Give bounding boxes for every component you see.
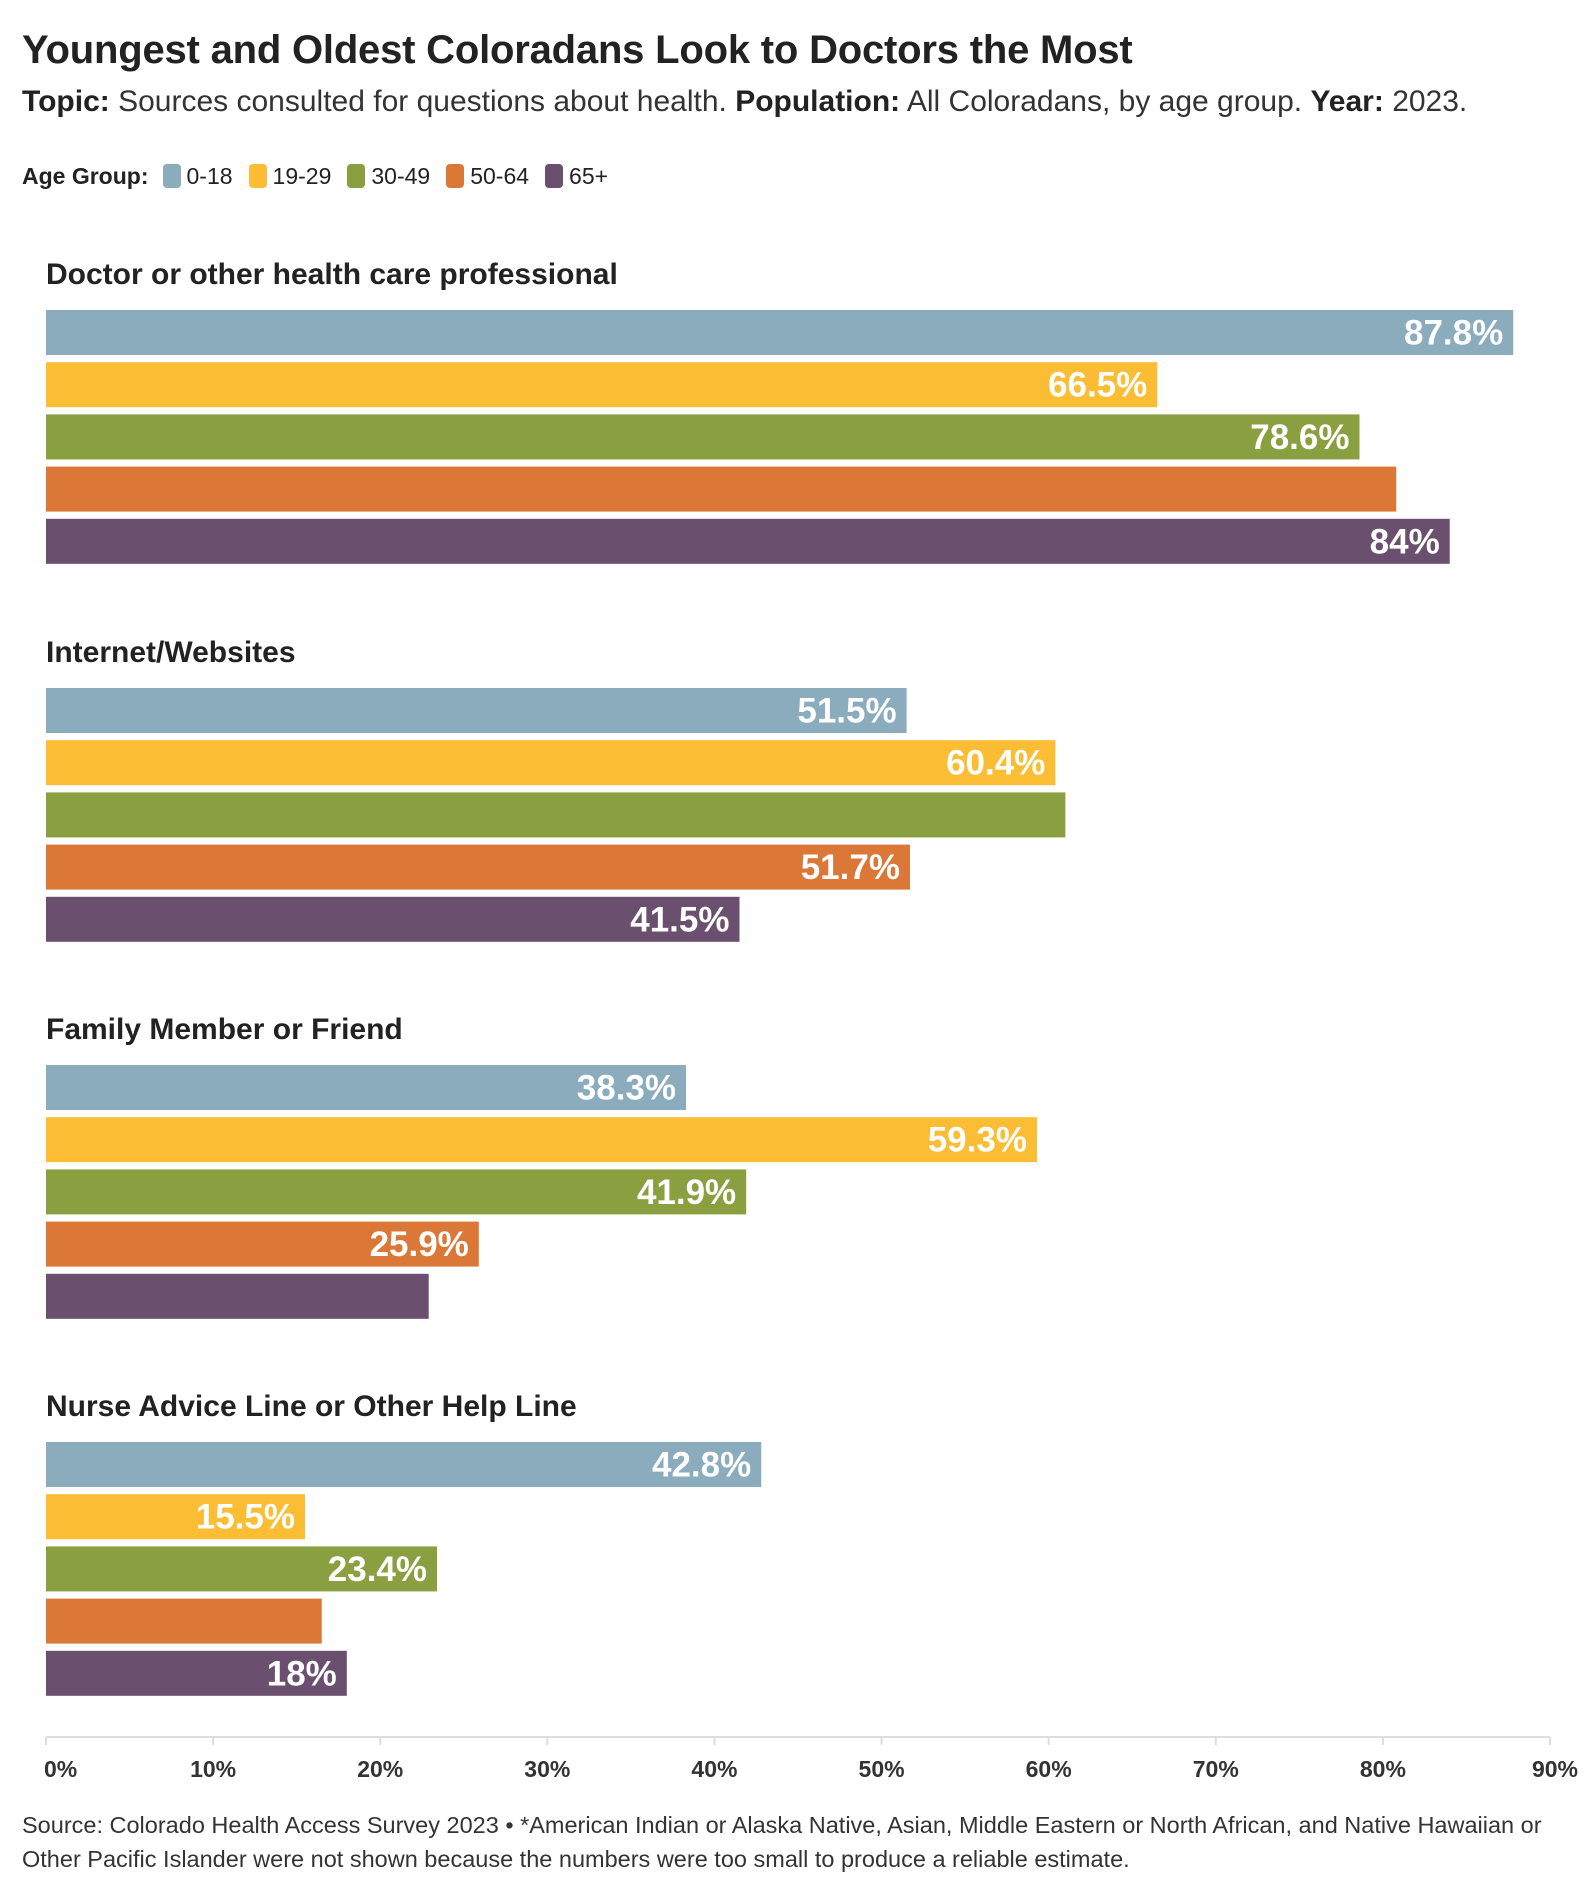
- bar-nurse-advice-line-or-other-help-line-19-29[interactable]: [46, 1494, 306, 1540]
- bar-nurse-advice-line-or-other-help-line-65[interactable]: [46, 1650, 347, 1696]
- bar-value-label: 42.8%: [652, 1446, 751, 1485]
- bar-value-label: 38.3%: [577, 1069, 676, 1108]
- bar-internet-websites-30-49[interactable]: [46, 792, 1066, 838]
- bar-value-label: 66.5%: [1048, 366, 1147, 405]
- bar-doctor-or-other-health-care-professional-65[interactable]: [46, 518, 1450, 564]
- chart-title: Youngest and Oldest Coloradans Look to D…: [22, 28, 1133, 72]
- legend-item-65-plus[interactable]: 65+: [545, 163, 608, 190]
- legend-item-label: 50-64: [470, 162, 530, 189]
- bar-value-label: 87.8%: [1404, 314, 1503, 353]
- bar-family-member-or-friend-50-64[interactable]: [46, 1221, 479, 1267]
- bar-internet-websites-50-64[interactable]: [46, 844, 910, 890]
- x-tick-label: 40%: [691, 1756, 737, 1782]
- bar-value-label: 51.5%: [797, 692, 896, 731]
- x-tick-label: 20%: [357, 1756, 403, 1782]
- year-label: Year:: [1310, 85, 1384, 118]
- x-tick-label: 90%: [1532, 1756, 1578, 1782]
- legend-swatch: [248, 164, 267, 188]
- x-tick-label: 10%: [190, 1756, 236, 1782]
- x-tick-label: 50%: [859, 1756, 905, 1782]
- bar-internet-websites-0-18[interactable]: [46, 688, 907, 733]
- group-title-family-member-or-friend: Family Member or Friend: [46, 1013, 403, 1046]
- group-title-doctor-or-other-health-care-professional: Doctor or other health care professional: [46, 258, 618, 291]
- bar-value-label: 41.9%: [637, 1173, 736, 1212]
- bar-doctor-or-other-health-care-professional-0-18[interactable]: [46, 310, 1514, 355]
- bar-nurse-advice-line-or-other-help-line-30-49[interactable]: [46, 1546, 438, 1592]
- group-title-internet-websites: Internet/Websites: [46, 636, 296, 669]
- year-text: 2023.: [1392, 85, 1468, 118]
- bar-value-label: 25.9%: [370, 1225, 469, 1264]
- population-text: All Coloradans, by age group.: [906, 85, 1303, 118]
- bar-family-member-or-friend-19-29[interactable]: [46, 1117, 1037, 1163]
- bar-value-label: 23.4%: [328, 1550, 427, 1589]
- legend-item-30-49[interactable]: 30-49: [347, 163, 430, 190]
- population-label: Population:: [735, 85, 901, 118]
- bar-chart: Doctor or other health care professional…: [44, 258, 1578, 1782]
- bar-value-label: 78.6%: [1250, 418, 1349, 457]
- x-tick-label: 0%: [44, 1756, 77, 1782]
- legend-item-50-64[interactable]: 50-64: [446, 163, 529, 190]
- legend-swatch: [347, 164, 366, 188]
- legend-swatch: [162, 164, 181, 188]
- legend-item-label: 30-49: [371, 162, 431, 189]
- bar-value-label: 60.4%: [946, 744, 1045, 783]
- bar-nurse-advice-line-or-other-help-line-50-64[interactable]: [46, 1598, 322, 1644]
- bar-value-label: 59.3%: [928, 1121, 1027, 1160]
- bar-value-label: 41.5%: [630, 900, 729, 939]
- legend: Age Group: 0-18 19-29 30-49 50-64 65+: [22, 158, 624, 194]
- bar-value-label: 84%: [1370, 522, 1440, 561]
- legend-item-0-18[interactable]: 0-18: [162, 162, 233, 190]
- bar-doctor-or-other-health-care-professional-19-29[interactable]: [46, 362, 1158, 408]
- bar-internet-websites-65[interactable]: [46, 896, 740, 942]
- bar-internet-websites-19-29[interactable]: [46, 740, 1056, 786]
- bar-nurse-advice-line-or-other-help-line-0-18[interactable]: [46, 1442, 762, 1487]
- bar-doctor-or-other-health-care-professional-30-49[interactable]: [46, 414, 1360, 460]
- chart-header: Youngest and Oldest Coloradans Look to D…: [22, 22, 1572, 126]
- legend-item-label: 65+: [569, 162, 609, 189]
- bar-value-label: 15.5%: [196, 1498, 295, 1537]
- x-tick-label: 60%: [1026, 1756, 1072, 1782]
- legend-swatch: [545, 164, 564, 188]
- x-tick-label: 70%: [1193, 1756, 1239, 1782]
- legend-item-label: 19-29: [272, 162, 332, 189]
- x-tick-label: 30%: [524, 1756, 570, 1782]
- bar-family-member-or-friend-30-49[interactable]: [46, 1169, 747, 1215]
- bar-family-member-or-friend-0-18[interactable]: [46, 1065, 687, 1110]
- bar-family-member-or-friend-65[interactable]: [46, 1273, 429, 1319]
- topic-text: Sources consulted for questions about he…: [118, 85, 727, 118]
- bar-value-label: 18%: [267, 1654, 337, 1693]
- group-title-nurse-advice-line-or-other-help-line: Nurse Advice Line or Other Help Line: [46, 1390, 577, 1423]
- topic-label: Topic:: [22, 85, 110, 118]
- source-note: Source: Colorado Health Access Survey 20…: [22, 1812, 1542, 1872]
- legend-swatch: [446, 164, 465, 188]
- bar-value-label: 51.7%: [801, 848, 900, 887]
- x-tick-label: 80%: [1360, 1756, 1406, 1782]
- chart-subtitle: Topic: Sources consulted for questions a…: [22, 78, 1572, 126]
- legend-item-19-29[interactable]: 19-29: [248, 162, 332, 190]
- legend-item-label: 0-18: [186, 162, 233, 189]
- legend-label: Age Group:: [22, 162, 149, 189]
- bar-doctor-or-other-health-care-professional-50-64[interactable]: [46, 466, 1397, 512]
